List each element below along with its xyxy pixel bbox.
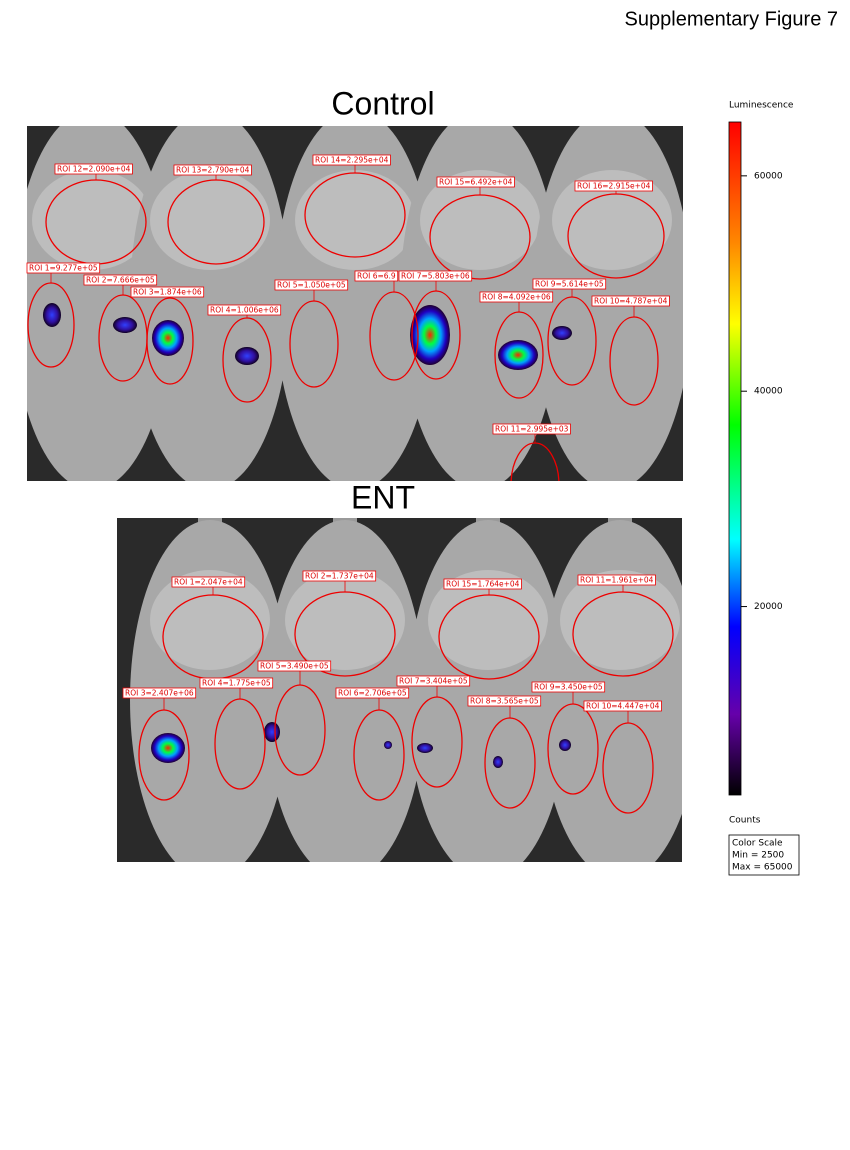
roi-label-box [257, 660, 332, 672]
roi-label: ROI 6=2.706e+05 [338, 689, 407, 698]
signal [235, 347, 259, 365]
scale-max: Max = 65000 [732, 863, 793, 873]
colorbar: Luminescence Counts Color Scale Min = 25… [728, 101, 800, 876]
roi-label-box [532, 278, 607, 290]
mouse-head [150, 570, 270, 670]
roi-label-box [531, 681, 606, 693]
roi-label: ROI 7=5.803e+06 [401, 272, 470, 281]
roi-label: ROI 1=9.277e+05 [29, 264, 98, 273]
mouse-head [428, 570, 548, 670]
roi-label: ROI 6=6.9 [357, 272, 396, 281]
roi-label: ROI 11=1.961e+04 [580, 576, 654, 585]
mouse-head [420, 170, 540, 270]
roi-label: ROI 11=2.995e+03 [495, 425, 569, 434]
roi-label-box [130, 286, 205, 298]
colorbar-tick-label: 20000 [754, 602, 783, 612]
roi-label: ROI 8=4.092e+06 [482, 293, 551, 302]
roi-label-box [207, 304, 282, 316]
roi-label-box [312, 154, 391, 166]
roi-label-box [122, 687, 197, 699]
roi-label: ROI 16=2.915e+04 [577, 182, 651, 191]
roi-label-box [354, 270, 399, 282]
roi-label: ROI 5=1.050e+05 [277, 281, 346, 290]
roi-label-box [54, 163, 133, 175]
signal [559, 739, 571, 751]
roi-label-box [398, 270, 473, 282]
roi-label: ROI 15=6.492e+04 [439, 178, 513, 187]
figure-title: Supplementary Figure 7 [625, 8, 838, 30]
roi-label-box [199, 677, 274, 689]
signal [384, 741, 392, 749]
roi-label: ROI 13=2.790e+04 [176, 166, 250, 175]
signal [43, 303, 61, 327]
roi-layer: ROI 12=2.090e+04 ROI 13=2.790e+04 ROI 14=2… [26, 154, 670, 443]
signal [498, 340, 538, 370]
mouse-head [552, 170, 672, 270]
scale-min: Min = 2500 [732, 851, 784, 861]
scale-title: Color Scale [732, 839, 783, 849]
colorbar-unit: Counts [729, 816, 761, 826]
mouse-head [560, 570, 680, 670]
panel-title: ENT [351, 479, 415, 515]
signal [417, 743, 433, 753]
mouse-head [32, 170, 152, 270]
roi-label: ROI 14=2.295e+04 [315, 156, 389, 165]
roi-label-box [302, 570, 377, 582]
roi-label-box [479, 291, 554, 303]
image-panel [27, 126, 683, 481]
roi-label: ROI 2=7.666e+05 [86, 276, 155, 285]
roi-label-box [396, 675, 471, 687]
colorbar-title: Luminescence [729, 101, 794, 111]
signal [493, 756, 503, 768]
roi-label-box [583, 700, 662, 712]
roi-label-box [171, 576, 246, 588]
mouse-head [285, 570, 405, 670]
roi-label-box [467, 695, 542, 707]
roi-label: ROI 5=3.490e+05 [260, 662, 329, 671]
colorbar-tick-label: 40000 [754, 387, 783, 397]
signal [152, 320, 184, 356]
signal [552, 326, 572, 340]
roi-label: ROI 4=1.006e+06 [210, 306, 279, 315]
roi-label: ROI 9=5.614e+05 [535, 280, 604, 289]
roi-label: ROI 8=3.565e+05 [470, 697, 539, 706]
panel-title: Control [331, 85, 434, 121]
signal [410, 305, 450, 365]
roi-label: ROI 3=2.407e+06 [125, 689, 194, 698]
roi-label: ROI 9=3.450e+05 [534, 683, 603, 692]
roi-label: ROI 12=2.090e+04 [57, 165, 131, 174]
roi-label-box [335, 687, 410, 699]
roi-label: ROI 2=1.737e+04 [305, 572, 374, 581]
colorbar-tick-label: 60000 [754, 171, 783, 181]
roi-layer: ROI 1=2.047e+04 ROI 2=1.737e+04 ROI 15=1.7… [122, 570, 662, 723]
roi-label-box [173, 164, 252, 176]
roi-label: ROI 1=2.047e+04 [174, 578, 243, 587]
roi-label-box [574, 180, 653, 192]
roi-label-box [577, 574, 656, 586]
signal [113, 317, 137, 333]
roi-label-box [83, 274, 158, 286]
roi-label: ROI 4=1.775e+05 [202, 679, 271, 688]
mouse-head [295, 170, 415, 270]
roi-label: ROI 3=1.874e+06 [133, 288, 202, 297]
signal [264, 722, 280, 742]
roi-label: ROI 10=4.787e+04 [594, 297, 668, 306]
roi-label-box [492, 423, 571, 435]
roi-label-box [436, 176, 515, 188]
signal [151, 733, 185, 763]
roi-label: ROI 15=1.764e+04 [446, 580, 520, 589]
roi-label-box [274, 279, 349, 291]
roi-label: ROI 7=3.404e+05 [399, 677, 468, 686]
roi-label-box [443, 578, 522, 590]
roi-label: ROI 10=4.447e+04 [586, 702, 660, 711]
roi-label-box [591, 295, 670, 307]
roi-label-box [26, 262, 101, 274]
